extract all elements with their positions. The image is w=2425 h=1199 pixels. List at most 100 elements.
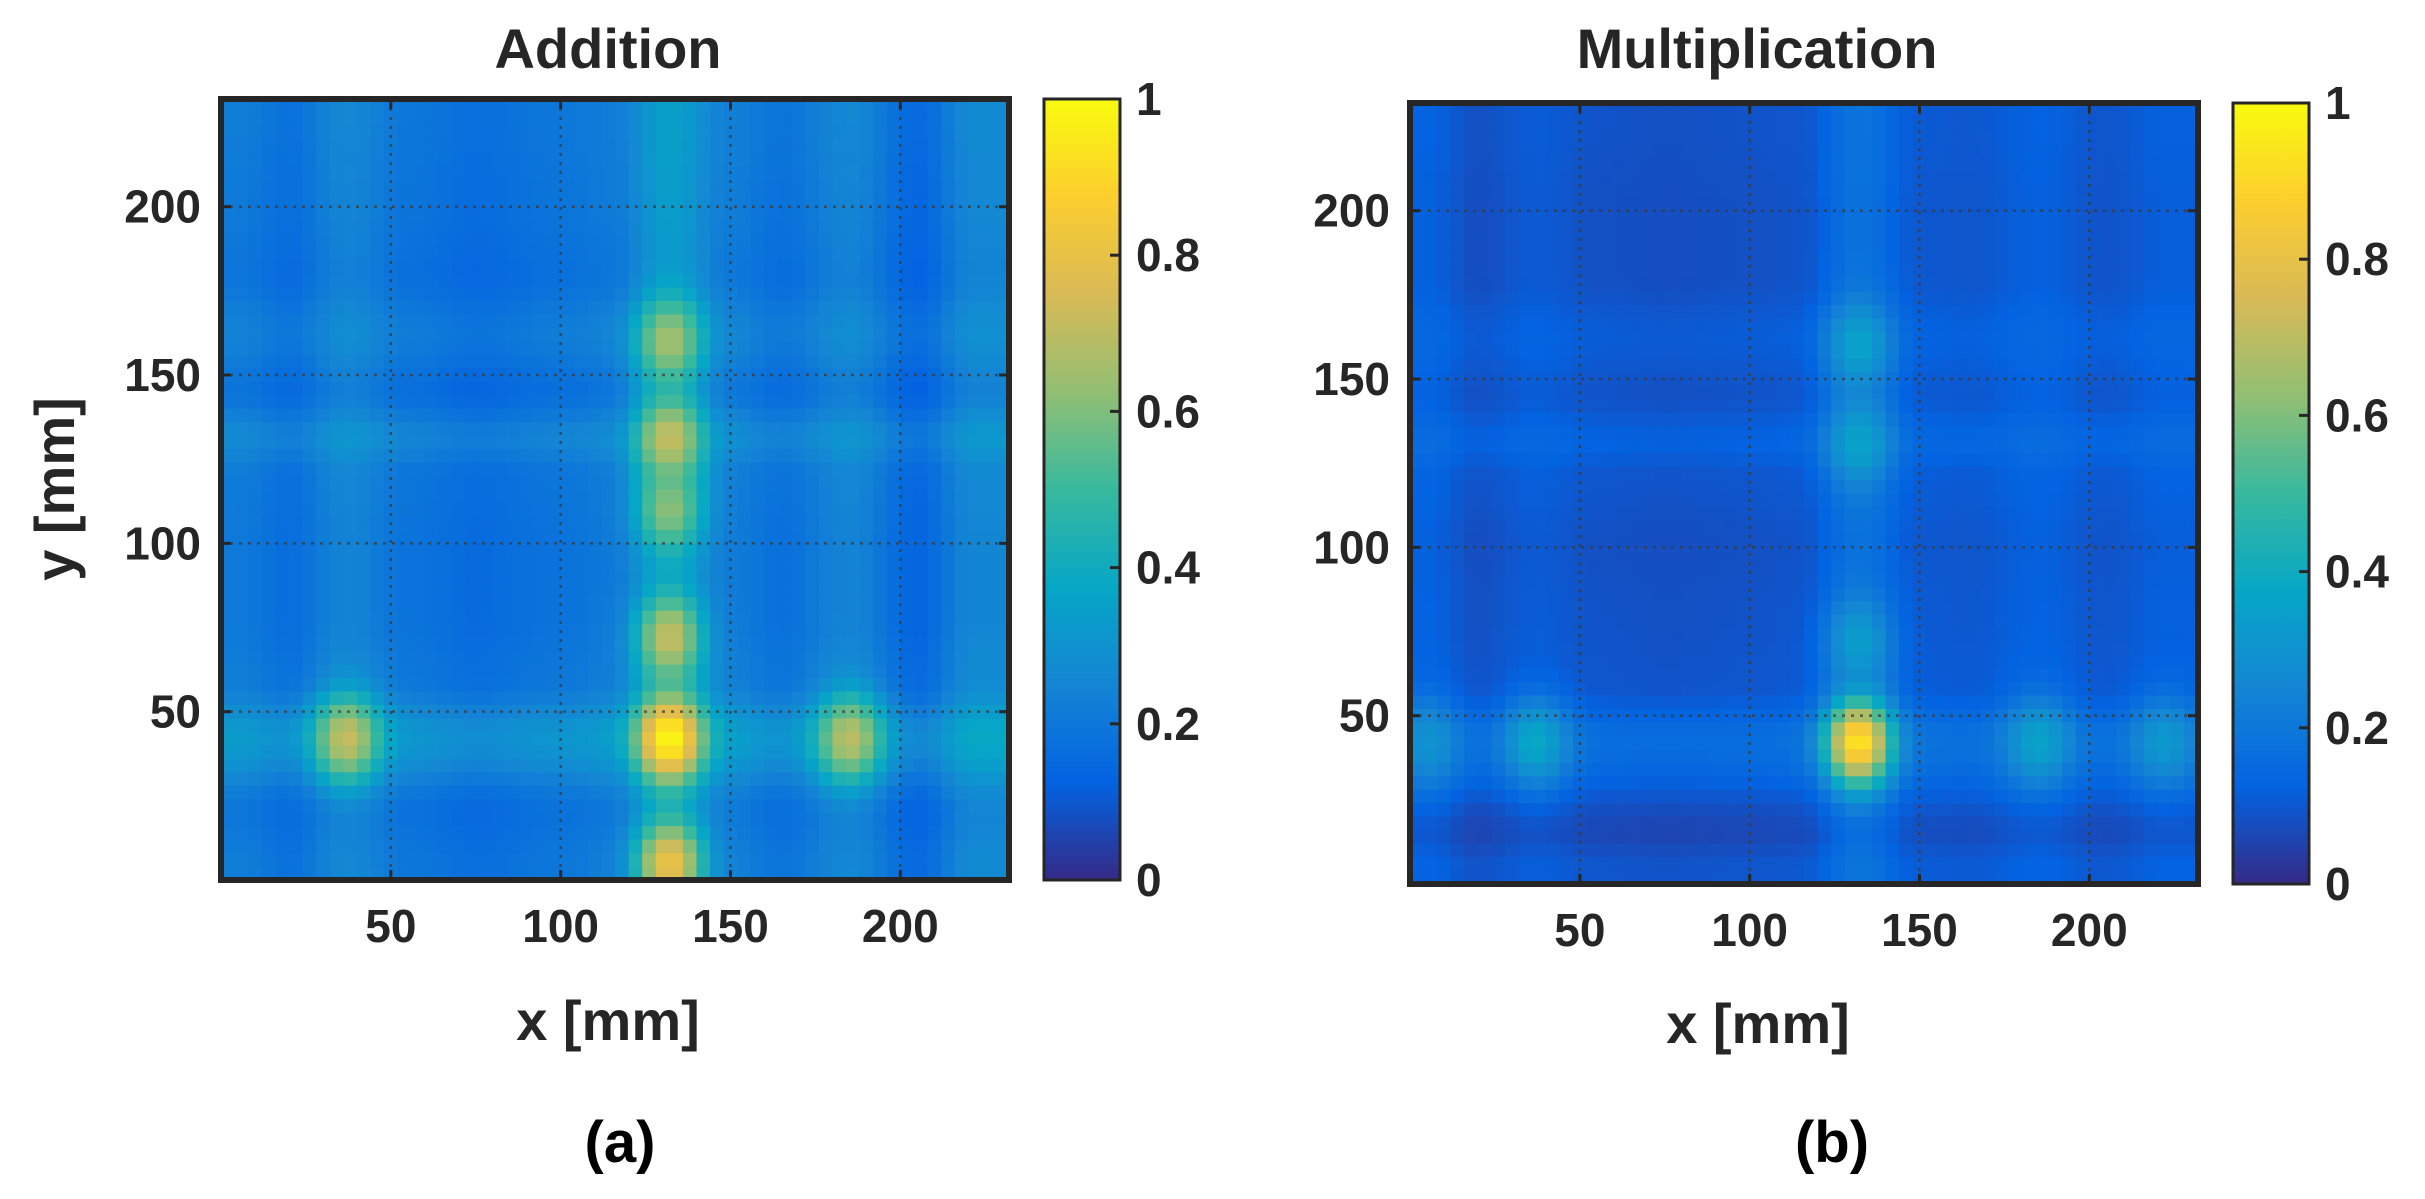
- heatmap-cell: [900, 247, 915, 262]
- heatmap-cell: [329, 691, 344, 706]
- heatmap-cell: [234, 651, 249, 666]
- heatmap-cell: [587, 368, 603, 383]
- heatmap-cell: [560, 462, 575, 477]
- heatmap-cell: [261, 570, 276, 585]
- heatmap-cell: [628, 718, 643, 733]
- heatmap-cell: [1613, 358, 1628, 373]
- heatmap-cell: [288, 341, 304, 356]
- heatmap-cell: [1926, 156, 1941, 171]
- heatmap-cell: [615, 583, 630, 598]
- heatmap-cell: [547, 839, 562, 854]
- heatmap-cell: [655, 570, 670, 585]
- heatmap-cell: [1776, 197, 1792, 212]
- heatmap-cell: [411, 354, 426, 369]
- heatmap-cell: [370, 853, 385, 868]
- heatmap-cell: [316, 206, 331, 221]
- heatmap-cell: [356, 287, 372, 302]
- heatmap-cell: [479, 812, 494, 827]
- heatmap-cell: [832, 597, 847, 612]
- heatmap-cell: [669, 327, 684, 342]
- heatmap-cell: [275, 449, 290, 464]
- heatmap-cell: [343, 651, 358, 666]
- heatmap-cell: [451, 489, 467, 504]
- heatmap-cell: [438, 839, 453, 854]
- heatmap-cell: [547, 247, 562, 262]
- heatmap-cell: [601, 408, 616, 423]
- heatmap-cell: [2170, 143, 2186, 158]
- heatmap-cell: [737, 395, 752, 410]
- heatmap-cell: [954, 853, 969, 868]
- heatmap-cell: [859, 125, 874, 140]
- heatmap-cell: [1926, 304, 1941, 320]
- heatmap-cell: [1844, 143, 1859, 158]
- heatmap-cell: [764, 610, 779, 625]
- heatmap-cell: [2102, 318, 2118, 333]
- heatmap-cell: [574, 449, 589, 464]
- heatmap-cell: [927, 220, 942, 235]
- heatmap-cell: [1871, 237, 1887, 252]
- heatmap-cell: [737, 193, 752, 208]
- heatmap-cell: [1627, 453, 1642, 468]
- heatmap-cell: [343, 826, 358, 841]
- heatmap-cell: [805, 853, 820, 868]
- heatmap-cell: [859, 543, 874, 558]
- heatmap-cell: [1491, 466, 1506, 481]
- heatmap-cell: [1640, 453, 1656, 468]
- heatmap-cell: [2157, 224, 2172, 239]
- heatmap-cell: [519, 179, 535, 194]
- heatmap-cell: [832, 637, 847, 652]
- heatmap-cell: [2075, 372, 2090, 387]
- heatmap-cell: [2089, 210, 2104, 225]
- heatmap-cell: [628, 327, 643, 342]
- heatmap-cell: [438, 193, 453, 208]
- heatmap-cell: [547, 462, 562, 477]
- heatmap-cell: [601, 152, 616, 167]
- heatmap-cell: [832, 678, 847, 693]
- heatmap-cell: [370, 543, 385, 558]
- heatmap-cell: [1804, 372, 1819, 387]
- heatmap-cell: [533, 704, 548, 720]
- heatmap-cell: [316, 745, 331, 760]
- heatmap-cell: [913, 691, 929, 706]
- heatmap-cell: [723, 583, 738, 598]
- heatmap-cell: [261, 785, 276, 800]
- heatmap-cell: [845, 247, 861, 262]
- heatmap-cell: [479, 368, 494, 383]
- y-tick-label: 150: [124, 349, 201, 401]
- heatmap-cell: [1994, 453, 2009, 468]
- heatmap-cell: [886, 691, 901, 706]
- heatmap-cell: [1980, 237, 1995, 252]
- heatmap-cell: [1790, 291, 1805, 306]
- heatmap-cell: [1885, 116, 1900, 131]
- heatmap-cell: [2116, 143, 2131, 158]
- heatmap-cell: [2062, 291, 2077, 306]
- heatmap-cell: [954, 489, 969, 504]
- heatmap-cell: [329, 220, 344, 235]
- heatmap-cell: [2130, 426, 2145, 441]
- heatmap-cell: [886, 247, 901, 262]
- heatmap-cell: [275, 354, 290, 369]
- heatmap-cell: [2048, 345, 2063, 360]
- heatmap-cell: [370, 731, 385, 746]
- heatmap-cell: [941, 287, 956, 302]
- heatmap-cell: [1885, 426, 1900, 441]
- heatmap-cell: [1505, 156, 1520, 171]
- heatmap-cell: [601, 624, 616, 639]
- heatmap-cell: [370, 785, 385, 800]
- heatmap-cell: [533, 408, 548, 423]
- heatmap-cell: [221, 772, 236, 787]
- heatmap-cell: [859, 99, 874, 114]
- heatmap-cell: [601, 772, 616, 787]
- heatmap-cell: [587, 772, 603, 787]
- heatmap-cell: [682, 395, 698, 410]
- heatmap-cell: [547, 583, 562, 598]
- heatmap-cell: [1749, 237, 1764, 252]
- heatmap-cell: [1491, 278, 1506, 293]
- heatmap-cell: [451, 637, 467, 652]
- heatmap-cell: [424, 206, 439, 221]
- heatmap-cell: [2089, 318, 2104, 333]
- heatmap-cell: [397, 368, 412, 383]
- heatmap-cell: [696, 395, 711, 410]
- heatmap-cell: [316, 354, 331, 369]
- heatmap-cell: [628, 220, 643, 235]
